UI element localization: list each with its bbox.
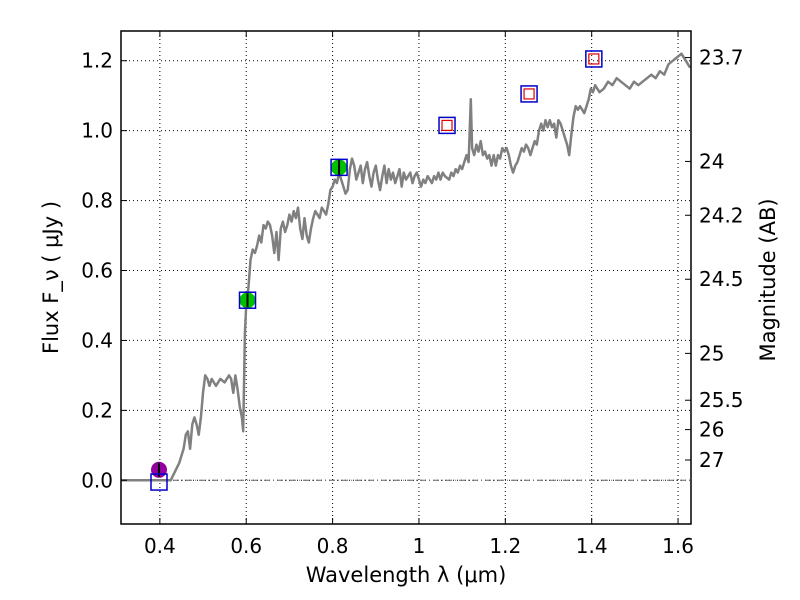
right-axis-label: Magnitude (AB) bbox=[756, 198, 780, 361]
model-flux-marker bbox=[520, 85, 538, 103]
magnitude-tick-label: 25.5 bbox=[699, 388, 744, 412]
y-tick-label: 0.4 bbox=[81, 328, 113, 352]
x-tick-label: 0.8 bbox=[317, 534, 349, 558]
magnitude-tick-label: 24 bbox=[699, 149, 724, 173]
y-tick-label: 0.0 bbox=[81, 468, 113, 492]
upper-limit-marker bbox=[588, 53, 600, 65]
x-tick-label: 1.4 bbox=[576, 534, 608, 558]
x-tick-label: 1.2 bbox=[489, 534, 521, 558]
plot-frame bbox=[120, 30, 692, 525]
y-tick-label: 0.2 bbox=[81, 398, 113, 422]
axis-ticks: 0.4 0.6 0.8 1 1.2 1.4 1.6 0.0 0.2 0.4 0.6 0.8 1.0 1.2… bbox=[81, 31, 744, 558]
x-tick-label: 1 bbox=[413, 534, 426, 558]
x-tick-label: 1.6 bbox=[662, 534, 694, 558]
magnitude-tick-label: 27 bbox=[699, 448, 724, 472]
x-tick-label: 0.4 bbox=[144, 534, 176, 558]
x-tick-label: 0.6 bbox=[230, 534, 262, 558]
upper-limit-marker bbox=[441, 119, 453, 132]
model-flux-marker bbox=[238, 291, 257, 309]
magnitude-tick-label: 24.5 bbox=[699, 267, 744, 291]
spectrum-series bbox=[121, 52, 692, 482]
magnitude-tick-label: 24.2 bbox=[699, 203, 744, 227]
gridlines bbox=[121, 31, 691, 524]
magnitude-tick-label: 26 bbox=[699, 418, 724, 442]
spectrum-line bbox=[121, 52, 692, 482]
y-tick-label: 0.8 bbox=[81, 189, 113, 213]
y-tick-label: 1.2 bbox=[81, 49, 113, 73]
x-axis-label: Wavelength λ (μm) bbox=[306, 563, 507, 587]
magnitude-tick-label: 23.7 bbox=[699, 46, 744, 70]
y-axis-label: Flux F_ν ( μJy ) bbox=[39, 201, 64, 354]
model-flux-marker bbox=[438, 116, 456, 135]
y-tick-label: 0.6 bbox=[81, 259, 113, 283]
model-flux-marker bbox=[585, 50, 603, 68]
photometry-markers bbox=[150, 50, 603, 491]
magnitude-tick-label: 25 bbox=[699, 341, 724, 365]
model-flux-marker bbox=[150, 473, 168, 491]
y-tick-label: 1.0 bbox=[81, 119, 113, 143]
model-flux-marker bbox=[330, 158, 348, 177]
upper-limit-marker bbox=[523, 88, 535, 100]
